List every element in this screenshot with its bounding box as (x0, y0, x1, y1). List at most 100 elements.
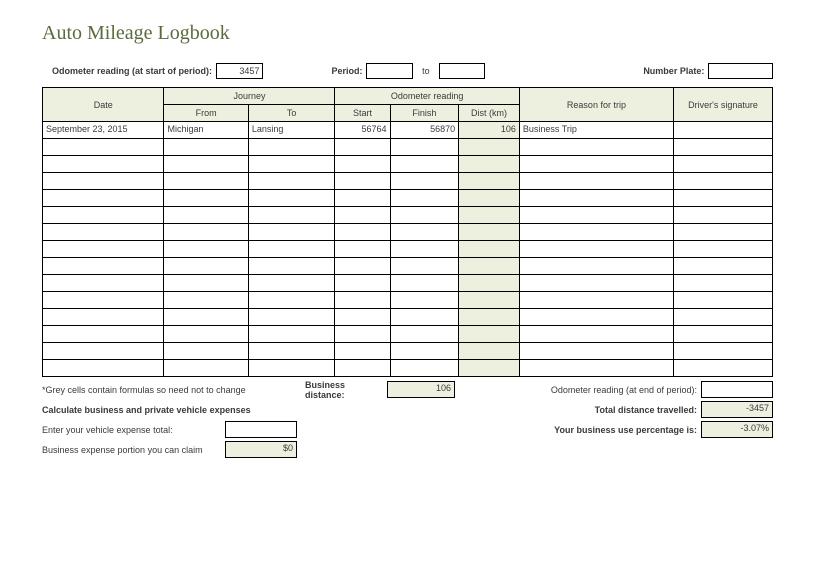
cell-signature[interactable] (673, 275, 772, 292)
cell-reason[interactable] (519, 309, 673, 326)
cell-to[interactable] (248, 224, 335, 241)
period-to-input[interactable] (439, 63, 485, 79)
cell-date[interactable] (43, 309, 164, 326)
cell-date[interactable] (43, 343, 164, 360)
cell-reason[interactable] (519, 207, 673, 224)
cell-date[interactable] (43, 241, 164, 258)
cell-start[interactable] (335, 139, 390, 156)
cell-reason[interactable] (519, 173, 673, 190)
cell-to[interactable] (248, 139, 335, 156)
cell-date[interactable] (43, 224, 164, 241)
cell-date[interactable] (43, 275, 164, 292)
cell-from[interactable] (164, 292, 248, 309)
cell-signature[interactable] (673, 173, 772, 190)
period-from-input[interactable] (366, 63, 412, 79)
cell-date[interactable] (43, 326, 164, 343)
cell-finish[interactable] (390, 241, 459, 258)
cell-finish[interactable] (390, 207, 459, 224)
cell-start[interactable] (335, 173, 390, 190)
cell-date[interactable] (43, 139, 164, 156)
cell-from[interactable] (164, 190, 248, 207)
cell-date[interactable] (43, 190, 164, 207)
cell-signature[interactable] (673, 292, 772, 309)
cell-finish[interactable] (390, 326, 459, 343)
cell-from[interactable] (164, 309, 248, 326)
cell-from[interactable] (164, 343, 248, 360)
cell-signature[interactable] (673, 122, 772, 139)
cell-to[interactable] (248, 275, 335, 292)
cell-reason[interactable] (519, 190, 673, 207)
cell-to[interactable] (248, 309, 335, 326)
cell-finish[interactable] (390, 258, 459, 275)
cell-to[interactable] (248, 190, 335, 207)
cell-date[interactable] (43, 173, 164, 190)
cell-signature[interactable] (673, 309, 772, 326)
cell-from[interactable] (164, 360, 248, 377)
cell-finish[interactable] (390, 275, 459, 292)
cell-start[interactable]: 56764 (335, 122, 390, 139)
cell-to[interactable] (248, 292, 335, 309)
cell-signature[interactable] (673, 207, 772, 224)
cell-start[interactable] (335, 360, 390, 377)
cell-signature[interactable] (673, 190, 772, 207)
cell-finish[interactable] (390, 309, 459, 326)
cell-from[interactable] (164, 275, 248, 292)
cell-to[interactable] (248, 343, 335, 360)
cell-finish[interactable] (390, 224, 459, 241)
enter-expense-input[interactable] (225, 421, 297, 438)
cell-to[interactable] (248, 207, 335, 224)
cell-from[interactable] (164, 224, 248, 241)
cell-from[interactable] (164, 207, 248, 224)
cell-finish[interactable] (390, 156, 459, 173)
cell-reason[interactable] (519, 156, 673, 173)
cell-from[interactable] (164, 139, 248, 156)
cell-reason[interactable] (519, 241, 673, 258)
cell-start[interactable] (335, 343, 390, 360)
cell-reason[interactable] (519, 224, 673, 241)
cell-reason[interactable] (519, 360, 673, 377)
cell-from[interactable] (164, 258, 248, 275)
cell-reason[interactable] (519, 343, 673, 360)
cell-from[interactable] (164, 241, 248, 258)
cell-signature[interactable] (673, 326, 772, 343)
cell-finish[interactable] (390, 190, 459, 207)
cell-finish[interactable] (390, 343, 459, 360)
cell-finish[interactable] (390, 139, 459, 156)
cell-start[interactable] (335, 326, 390, 343)
cell-start[interactable] (335, 258, 390, 275)
cell-finish[interactable] (390, 173, 459, 190)
cell-start[interactable] (335, 292, 390, 309)
cell-start[interactable] (335, 309, 390, 326)
cell-signature[interactable] (673, 360, 772, 377)
cell-reason[interactable] (519, 258, 673, 275)
cell-start[interactable] (335, 190, 390, 207)
cell-signature[interactable] (673, 156, 772, 173)
cell-start[interactable] (335, 207, 390, 224)
cell-date[interactable] (43, 360, 164, 377)
cell-from[interactable]: Michigan (164, 122, 248, 139)
cell-signature[interactable] (673, 224, 772, 241)
cell-signature[interactable] (673, 343, 772, 360)
cell-reason[interactable] (519, 292, 673, 309)
cell-date[interactable] (43, 258, 164, 275)
cell-reason[interactable] (519, 326, 673, 343)
cell-to[interactable] (248, 156, 335, 173)
cell-start[interactable] (335, 275, 390, 292)
cell-to[interactable] (248, 326, 335, 343)
cell-start[interactable] (335, 156, 390, 173)
cell-from[interactable] (164, 156, 248, 173)
cell-signature[interactable] (673, 139, 772, 156)
cell-signature[interactable] (673, 258, 772, 275)
odometer-end-input[interactable] (701, 381, 773, 398)
cell-to[interactable] (248, 241, 335, 258)
cell-finish[interactable] (390, 360, 459, 377)
cell-to[interactable] (248, 360, 335, 377)
odometer-start-input[interactable]: 3457 (216, 63, 263, 79)
cell-date[interactable] (43, 292, 164, 309)
cell-to[interactable] (248, 173, 335, 190)
cell-reason[interactable] (519, 275, 673, 292)
cell-reason[interactable] (519, 139, 673, 156)
cell-start[interactable] (335, 224, 390, 241)
cell-date[interactable] (43, 207, 164, 224)
cell-to[interactable]: Lansing (248, 122, 335, 139)
